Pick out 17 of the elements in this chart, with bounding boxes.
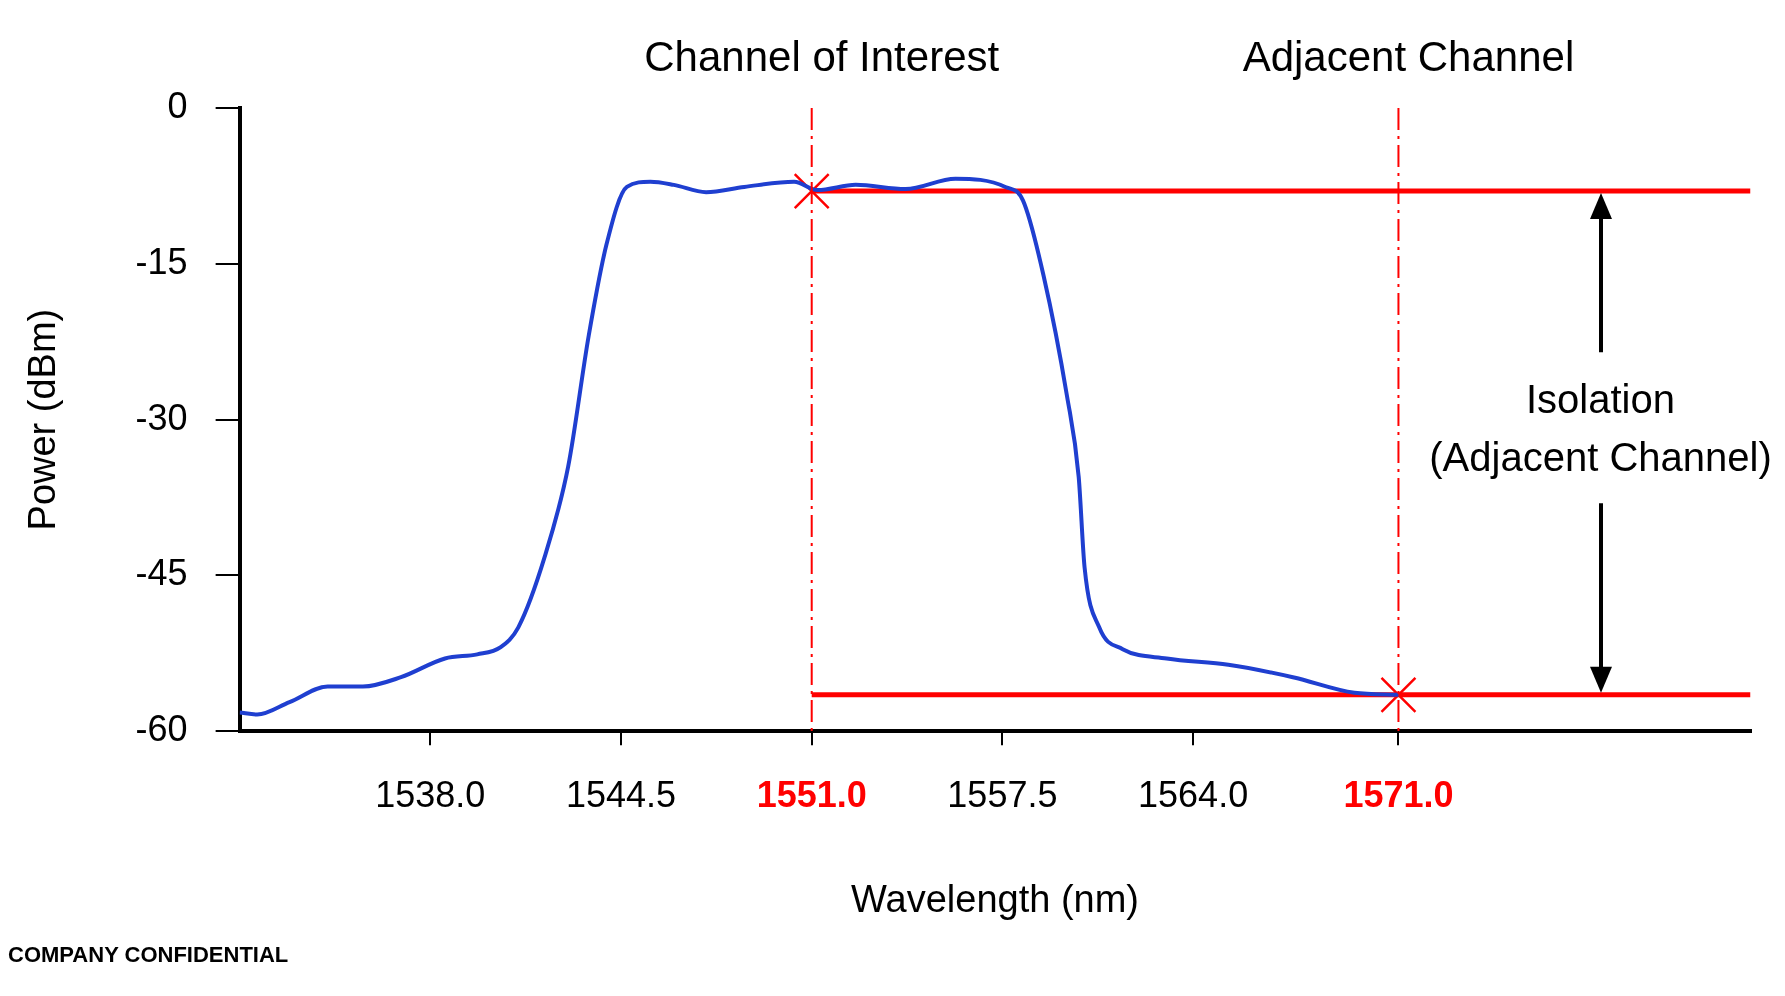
y-tick-label: -15 xyxy=(135,240,188,282)
text: COMPANY CONFIDENTIAL xyxy=(8,942,289,968)
annotation: Isolation (Adjacent Channel) xyxy=(1420,369,1781,486)
x-tick-label: 1538.0 xyxy=(375,773,486,815)
y-tick-label: 0 xyxy=(167,84,188,126)
y-tick-label: -60 xyxy=(135,708,188,750)
y-axis-title: Power (dBm) xyxy=(21,308,64,531)
ref-line-label: Channel of Interest xyxy=(644,32,1000,80)
y-tick-label: -45 xyxy=(135,552,188,594)
ref-line-label: Adjacent Channel xyxy=(1242,32,1575,80)
x-tick-label: 1571.0 xyxy=(1343,773,1454,815)
x-tick-label: 1564.0 xyxy=(1138,773,1249,815)
x-tick-label: 1544.5 xyxy=(565,773,677,815)
y-tick-label: -30 xyxy=(135,396,188,438)
x-tick-label: 1557.5 xyxy=(947,773,1058,815)
x-axis-title: Wavelength (nm) xyxy=(851,877,1140,920)
x-tick-label: 1551.0 xyxy=(756,773,867,815)
